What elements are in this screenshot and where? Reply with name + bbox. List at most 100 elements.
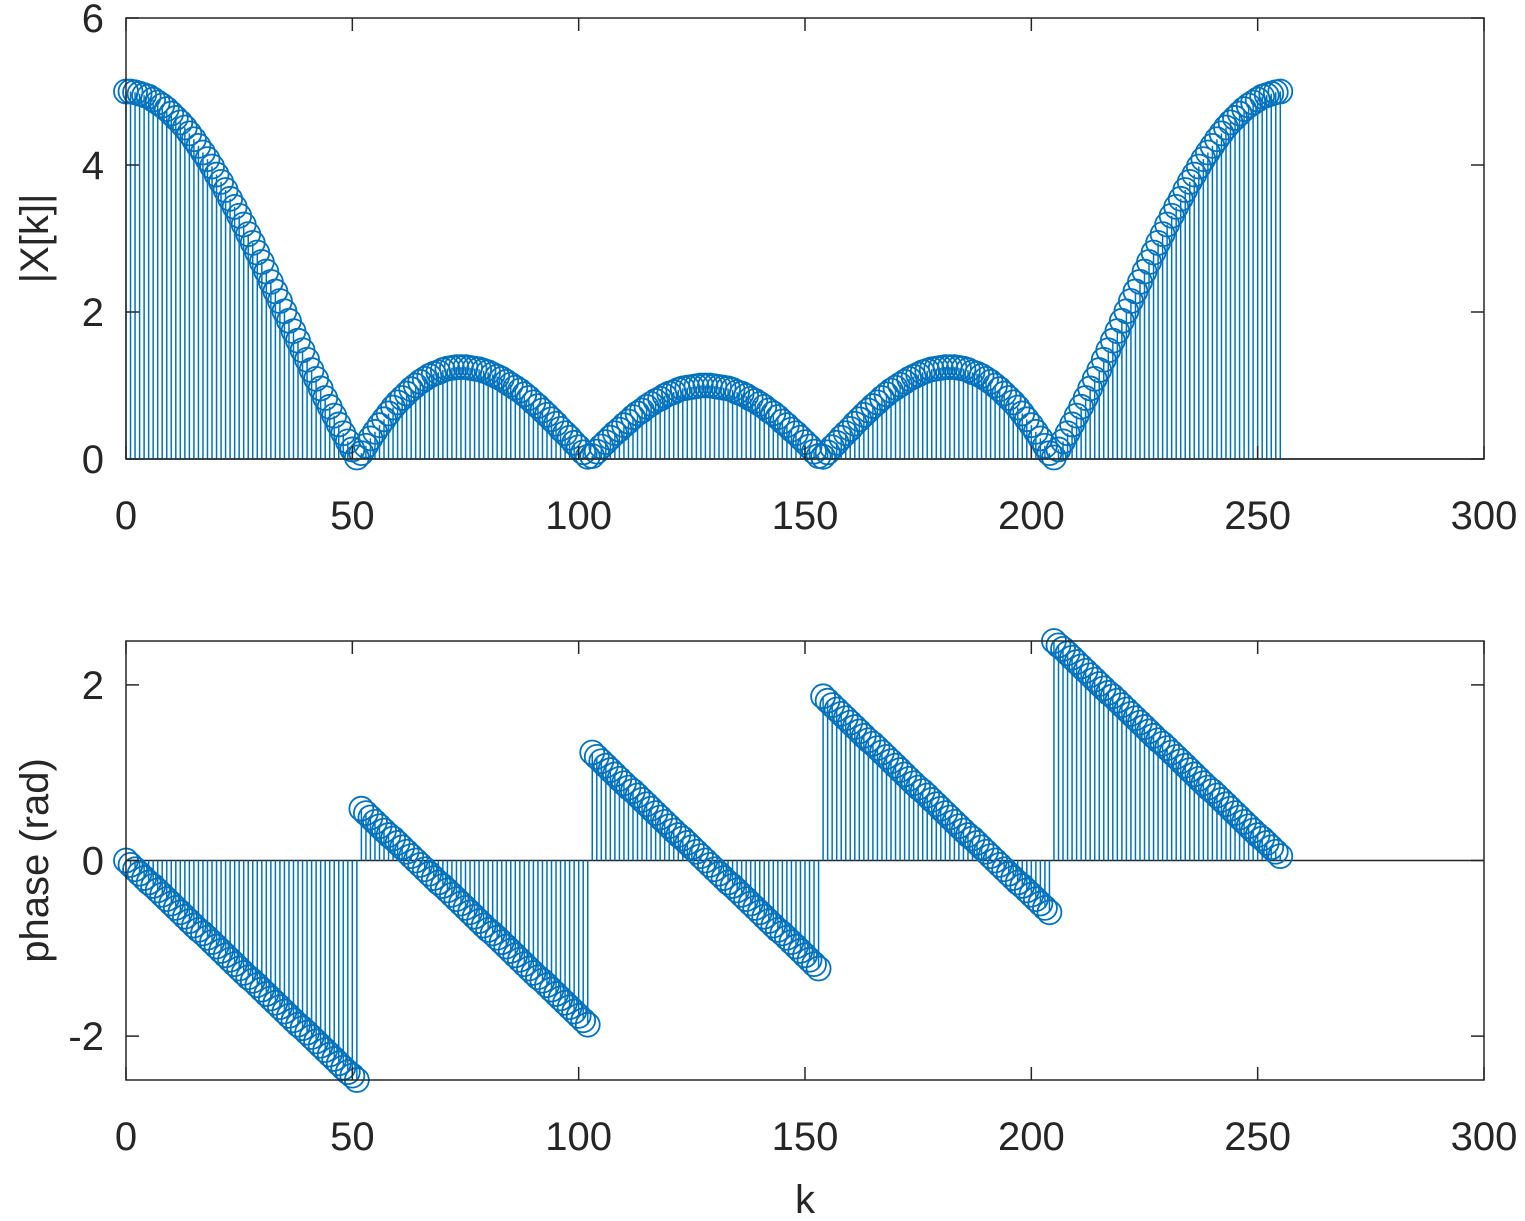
stem-marker	[1018, 412, 1045, 439]
stem-marker	[1208, 787, 1235, 813]
stem-marker	[846, 406, 873, 433]
stem-marker	[529, 397, 556, 424]
stem-marker	[1158, 739, 1185, 766]
y-tick-label: 2	[82, 291, 104, 335]
stem-marker	[1077, 662, 1104, 689]
stem-marker	[158, 890, 185, 917]
stem-marker	[620, 778, 646, 805]
stem-marker	[1262, 838, 1289, 865]
x-tick-label: 300	[1451, 494, 1518, 538]
x-axis-label: k	[795, 1178, 816, 1221]
x-tick-label: 200	[998, 494, 1065, 538]
stem-marker	[1181, 761, 1208, 788]
stem-marker	[506, 946, 533, 973]
stem-marker	[1213, 791, 1239, 818]
stem-marker	[882, 752, 909, 779]
stem-marker	[538, 976, 565, 1003]
stem-marker	[724, 877, 750, 904]
stem-marker	[828, 700, 855, 727]
stem-marker	[792, 942, 818, 969]
stem-marker	[1163, 193, 1190, 220]
stem-marker	[257, 985, 284, 1012]
stem-marker	[162, 105, 189, 131]
stem-marker	[1258, 834, 1285, 861]
stem-marker	[253, 981, 280, 1007]
stem-marker	[810, 683, 837, 710]
stem-marker	[552, 989, 578, 1016]
stem-marker	[339, 1062, 366, 1089]
stem-marker	[199, 929, 225, 956]
stem-marker	[384, 389, 411, 416]
x-tick-label: 50	[330, 1115, 375, 1159]
stem-marker	[1204, 782, 1230, 809]
stem-marker	[330, 420, 357, 447]
stem-marker	[407, 851, 434, 878]
stem-marker	[158, 100, 185, 127]
stem-marker	[1122, 705, 1149, 732]
stem-marker	[964, 830, 990, 856]
stem-marker	[751, 393, 778, 420]
stem-marker	[1032, 895, 1058, 921]
stem-marker	[348, 440, 375, 467]
stem-marker	[697, 851, 723, 878]
stem-marker	[1253, 830, 1280, 856]
stem-marker	[995, 385, 1022, 411]
stem-marker	[1050, 428, 1076, 455]
y-tick-label: 4	[82, 144, 104, 188]
stem-marker	[837, 709, 864, 736]
stem-marker	[973, 365, 999, 392]
stem-marker	[1050, 636, 1076, 662]
stem-marker	[982, 847, 1009, 874]
stem-marker	[669, 825, 696, 852]
stem-marker	[221, 951, 248, 978]
stem-marker	[534, 401, 560, 428]
stem-marker	[873, 743, 900, 770]
stem-marker	[579, 443, 606, 469]
stem-marker	[212, 942, 239, 969]
stem-marker	[1213, 114, 1239, 141]
stem-marker	[534, 972, 560, 999]
stem-marker	[1217, 795, 1244, 822]
stem-marker	[860, 730, 886, 757]
stem-marker	[1194, 139, 1221, 166]
stem-marker	[633, 791, 660, 818]
stem-marker	[1041, 444, 1067, 471]
stem-marker	[1009, 873, 1036, 899]
stem-marker	[144, 877, 171, 904]
stem-marker	[837, 415, 864, 442]
stem-marker	[1181, 161, 1208, 188]
stem-marker	[832, 420, 859, 447]
stem-marker	[647, 804, 674, 831]
stem-marker	[909, 778, 936, 805]
stem-marker	[1185, 153, 1212, 180]
stem-marker	[448, 890, 474, 917]
stem-marker	[1222, 800, 1248, 826]
y-tick-label: 0	[82, 840, 104, 884]
stem-marker	[1249, 825, 1276, 852]
stem-marker	[244, 972, 271, 999]
stem-marker	[439, 881, 465, 908]
stem-marker	[1231, 808, 1257, 835]
stem-marker	[1022, 886, 1049, 913]
stem-marker	[271, 998, 298, 1025]
stem-marker	[1190, 146, 1217, 173]
stem-marker	[502, 942, 529, 969]
stem-marker	[411, 856, 438, 883]
stem-marker	[991, 380, 1018, 407]
x-tick-label: 150	[772, 1115, 839, 1159]
stem-marker	[624, 782, 651, 809]
stem-marker	[203, 161, 230, 188]
stem-marker	[1072, 657, 1099, 684]
stem-marker	[968, 363, 995, 389]
stem-marker	[841, 410, 868, 437]
stem-marker	[991, 856, 1018, 883]
stem-marker	[805, 955, 832, 982]
stem-marker	[194, 924, 221, 951]
stem-marker	[869, 385, 895, 411]
stem-marker	[737, 890, 764, 917]
stem-marker	[878, 748, 904, 775]
stem-marker	[529, 967, 556, 994]
y-axis-label: phase (rad)	[13, 758, 57, 963]
stem-marker	[348, 795, 375, 822]
stem-marker	[140, 873, 167, 899]
